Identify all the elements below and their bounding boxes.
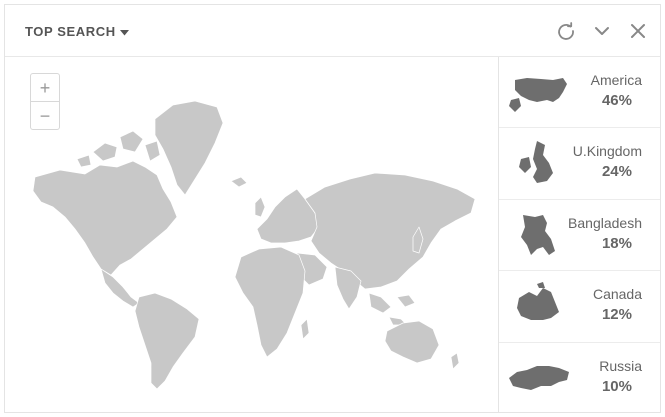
uk-map-icon xyxy=(507,137,571,189)
russia-map-icon xyxy=(507,352,571,404)
iceland-shape xyxy=(230,176,248,188)
country-item-russia[interactable]: Russia 10% xyxy=(499,343,660,414)
country-item-uk[interactable]: U.Kingdom 24% xyxy=(499,128,660,200)
widget-title: TOP SEARCH xyxy=(25,23,116,39)
south-america-shape xyxy=(134,292,200,390)
country-percent: 18% xyxy=(601,234,632,252)
close-button[interactable] xyxy=(627,20,649,42)
uk-shape xyxy=(254,196,266,218)
country-item-america[interactable]: America 46% xyxy=(499,57,660,129)
usa-map-icon xyxy=(507,66,571,118)
new-zealand-shape xyxy=(450,352,460,370)
country-percent: 12% xyxy=(601,306,632,324)
refresh-icon xyxy=(555,20,577,42)
country-list: America 46% U.Kingdom 24% Bangladesh 18% xyxy=(498,57,660,413)
country-name: Russia xyxy=(599,357,642,374)
canada-map-icon xyxy=(507,280,571,332)
southeast-asia-shape xyxy=(368,292,416,326)
central-america-shape xyxy=(100,268,140,308)
collapse-button[interactable] xyxy=(591,20,613,42)
country-percent: 10% xyxy=(601,377,632,395)
top-search-widget: TOP SEARCH xyxy=(4,4,661,413)
country-name: America xyxy=(590,72,642,88)
zoom-in-button[interactable]: + xyxy=(39,77,51,98)
country-item-canada[interactable]: Canada 12% xyxy=(499,271,660,343)
chevron-down-icon xyxy=(591,20,613,42)
country-name: Canada xyxy=(592,286,642,303)
top-search-dropdown[interactable]: TOP SEARCH xyxy=(25,23,129,39)
asia-shape xyxy=(304,172,476,290)
caret-down-icon xyxy=(119,24,129,39)
country-percent: 46% xyxy=(601,92,632,109)
country-item-bangladesh[interactable]: Bangladesh 18% xyxy=(499,200,660,272)
australia-shape xyxy=(384,320,440,364)
world-map[interactable] xyxy=(5,57,498,413)
close-icon xyxy=(627,20,649,42)
world-map-svg xyxy=(32,100,476,390)
widget-header: TOP SEARCH xyxy=(5,5,660,57)
arctic-islands-shape xyxy=(76,130,161,168)
refresh-button[interactable] xyxy=(555,20,577,42)
madagascar-shape xyxy=(300,318,310,340)
zoom-out-button[interactable]: − xyxy=(31,101,59,129)
africa-shape xyxy=(234,246,306,358)
japan-shape xyxy=(412,226,424,254)
india-shape xyxy=(334,266,362,310)
country-name: Bangladesh xyxy=(568,214,642,231)
bangladesh-map-icon xyxy=(507,209,571,261)
greenland-shape xyxy=(154,100,224,196)
map-zoom-control: + − xyxy=(30,73,60,130)
country-percent: 24% xyxy=(601,163,632,181)
north-america-shape xyxy=(32,160,178,276)
country-name: U.Kingdom xyxy=(572,143,642,160)
